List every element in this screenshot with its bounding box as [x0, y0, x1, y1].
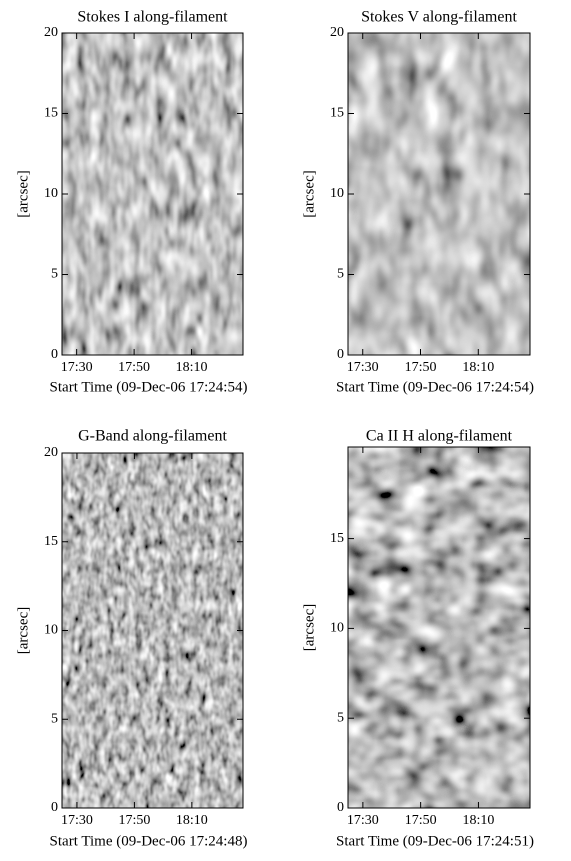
y-tick-label: 15 — [330, 531, 344, 546]
x-axis-label: Start Time (09-Dec-06 17:24:54) — [336, 379, 534, 395]
y-tick-label: 5 — [337, 710, 344, 725]
x-tick-label: 17:30 — [61, 360, 93, 375]
y-axis-label: [arcsec] — [301, 170, 317, 217]
image-panel — [348, 447, 530, 808]
x-tick-label: 17:30 — [61, 813, 93, 828]
y-tick-label: 10 — [330, 186, 344, 201]
y-tick-label: 15 — [44, 534, 58, 549]
x-tick-label: 17:30 — [347, 813, 379, 828]
x-tick-label: 17:50 — [118, 360, 150, 375]
y-tick-label: 15 — [44, 106, 58, 121]
x-axis-label: Start Time (09-Dec-06 17:24:48) — [50, 833, 248, 849]
y-tick-label: 5 — [51, 267, 58, 282]
y-tick-label: 10 — [330, 621, 344, 636]
y-tick-label: 0 — [337, 800, 344, 815]
panel-title: Ca II H along-filament — [366, 428, 513, 445]
y-tick-label: 0 — [51, 347, 58, 362]
image-panel — [62, 453, 243, 808]
x-tick-label: 18:10 — [462, 813, 494, 828]
y-tick-label: 20 — [44, 25, 58, 40]
panel-title: Stokes V along-filament — [361, 9, 517, 26]
y-tick-label: 15 — [330, 106, 344, 121]
y-tick-label: 0 — [337, 347, 344, 362]
x-axis-label: Start Time (09-Dec-06 17:24:51) — [336, 833, 534, 849]
y-tick-label: 5 — [337, 267, 344, 282]
x-tick-label: 17:50 — [118, 813, 150, 828]
y-tick-label: 10 — [44, 623, 58, 638]
y-tick-label: 10 — [44, 186, 58, 201]
x-tick-label: 17:30 — [347, 360, 379, 375]
image-panel — [348, 33, 530, 355]
y-axis-label: [arcsec] — [301, 604, 317, 651]
x-tick-label: 17:50 — [405, 360, 437, 375]
panel-title: G-Band along-filament — [78, 428, 227, 445]
panel-title: Stokes I along-filament — [77, 9, 228, 26]
x-tick-label: 18:10 — [462, 360, 494, 375]
y-tick-label: 20 — [330, 25, 344, 40]
y-tick-label: 0 — [51, 800, 58, 815]
x-tick-label: 17:50 — [405, 813, 437, 828]
axes-frame — [347, 446, 531, 809]
x-tick-label: 18:10 — [176, 813, 208, 828]
y-axis-label: [arcsec] — [15, 170, 31, 217]
y-axis-label: [arcsec] — [15, 607, 31, 654]
y-tick-label: 5 — [51, 711, 58, 726]
image-panel — [62, 33, 243, 355]
x-tick-label: 18:10 — [176, 360, 208, 375]
x-axis-label: Start Time (09-Dec-06 17:24:54) — [50, 379, 248, 395]
y-tick-label: 20 — [44, 445, 58, 460]
